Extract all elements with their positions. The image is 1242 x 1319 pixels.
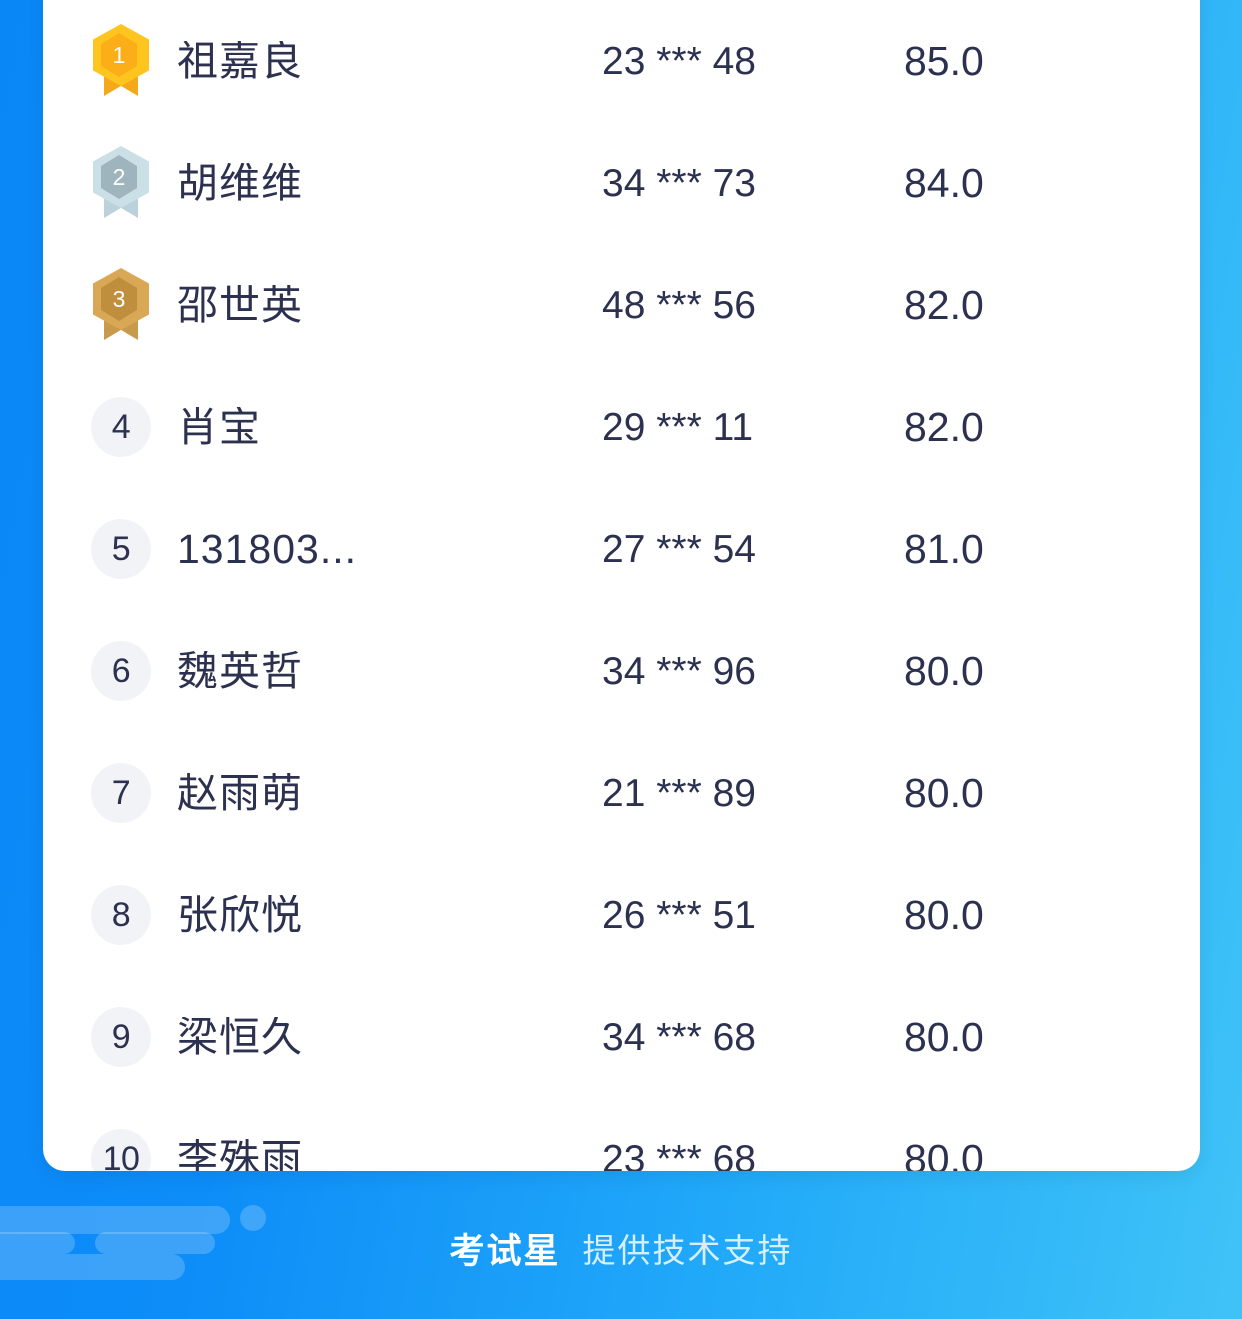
score-value: 84.0: [904, 159, 984, 206]
rank-cell: 9: [65, 1007, 177, 1067]
participant-name: 肖宝: [177, 406, 261, 448]
leaderboard-row[interactable]: 1 祖嘉良 23 *** 48 85.0: [43, 0, 1200, 122]
masked-id: 21 *** 89: [602, 771, 756, 815]
score-value: 80.0: [904, 1013, 984, 1060]
rank-number-badge: 6: [91, 641, 151, 701]
leaderboard-card: 1 祖嘉良 23 *** 48 85.0 2 胡维维 34 *** 73 84.0 3 邵世英 48…: [43, 0, 1200, 1171]
medal-rank-number: 3: [101, 277, 137, 321]
rank-number-badge: 9: [91, 1007, 151, 1067]
masked-id: 27 *** 54: [602, 527, 756, 571]
participant-name: 赵雨萌: [177, 772, 303, 814]
rank-cell: 3: [65, 268, 177, 342]
masked-id: 23 *** 68: [602, 1137, 756, 1172]
participant-name: 胡维维: [177, 162, 303, 204]
silver-medal-icon: 2: [91, 146, 151, 220]
leaderboard-row[interactable]: 5 131803... 27 *** 54 81.0: [43, 488, 1200, 610]
gold-medal-icon: 1: [91, 24, 151, 98]
participant-name: 祖嘉良: [177, 40, 303, 82]
participant-name: 邵世英: [177, 284, 303, 326]
score-value: 80.0: [904, 891, 984, 938]
masked-id: 26 *** 51: [602, 893, 756, 937]
score-value: 81.0: [904, 525, 984, 572]
leaderboard-row[interactable]: 4 肖宝 29 *** 11 82.0: [43, 366, 1200, 488]
rank-cell: 5: [65, 519, 177, 579]
rank-cell: 6: [65, 641, 177, 701]
masked-id: 34 *** 73: [602, 161, 756, 205]
participant-name: 梁恒久: [177, 1016, 303, 1058]
score-value: 80.0: [904, 647, 984, 694]
masked-id: 23 *** 48: [602, 39, 756, 83]
rank-number-badge: 5: [91, 519, 151, 579]
rank-cell: 10: [65, 1129, 177, 1171]
footer-note: 提供技术支持: [582, 1232, 793, 1269]
score-value: 85.0: [904, 37, 984, 84]
leaderboard-row[interactable]: 7 赵雨萌 21 *** 89 80.0: [43, 732, 1200, 854]
participant-name: 131803...: [177, 528, 357, 570]
leaderboard-row[interactable]: 2 胡维维 34 *** 73 84.0: [43, 122, 1200, 244]
rank-number-badge: 10: [91, 1129, 151, 1171]
rank-number-badge: 7: [91, 763, 151, 823]
participant-name: 李殊雨: [177, 1138, 303, 1172]
bronze-medal-icon: 3: [91, 268, 151, 342]
footer-brand: 考试星: [449, 1231, 561, 1271]
score-value: 80.0: [904, 1135, 984, 1171]
leaderboard-row[interactable]: 6 魏英哲 34 *** 96 80.0: [43, 610, 1200, 732]
footer: 考试星 提供技术支持: [0, 1213, 1242, 1283]
participant-name: 张欣悦: [177, 894, 303, 936]
leaderboard-row[interactable]: 10 李殊雨 23 *** 68 80.0: [43, 1098, 1200, 1171]
rank-cell: 8: [65, 885, 177, 945]
rank-cell: 7: [65, 763, 177, 823]
rank-cell: 4: [65, 397, 177, 457]
leaderboard-row[interactable]: 9 梁恒久 34 *** 68 80.0: [43, 976, 1200, 1098]
rank-number-badge: 8: [91, 885, 151, 945]
leaderboard-row[interactable]: 3 邵世英 48 *** 56 82.0: [43, 244, 1200, 366]
leaderboard-list: 1 祖嘉良 23 *** 48 85.0 2 胡维维 34 *** 73 84.0 3 邵世英 48…: [43, 0, 1200, 1171]
rank-cell: 1: [65, 24, 177, 98]
rank-number-badge: 4: [91, 397, 151, 457]
score-value: 82.0: [904, 403, 984, 450]
leaderboard-row[interactable]: 8 张欣悦 26 *** 51 80.0: [43, 854, 1200, 976]
participant-name: 魏英哲: [177, 650, 303, 692]
rank-cell: 2: [65, 146, 177, 220]
masked-id: 48 *** 56: [602, 283, 756, 327]
score-value: 80.0: [904, 769, 984, 816]
masked-id: 29 *** 11: [602, 405, 754, 449]
masked-id: 34 *** 68: [602, 1015, 756, 1059]
masked-id: 34 *** 96: [602, 649, 756, 693]
score-value: 82.0: [904, 281, 984, 328]
